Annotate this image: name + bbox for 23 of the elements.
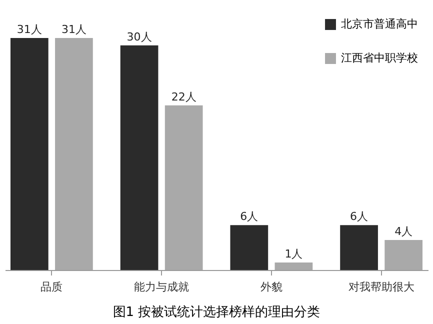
data-label: 30人 <box>126 30 152 44</box>
x-tick-label: 品质 <box>40 280 63 294</box>
data-label: 6人 <box>350 210 368 224</box>
data-label: 31人 <box>61 22 86 36</box>
data-label: 22人 <box>171 90 196 104</box>
legend-label: 江西省中职学校 <box>341 52 418 64</box>
bar <box>230 225 268 270</box>
bar <box>10 38 48 270</box>
x-tick-label: 对我帮助很大 <box>348 280 414 294</box>
bar <box>55 38 93 270</box>
data-label: 4人 <box>394 225 413 238</box>
data-label: 6人 <box>240 210 258 224</box>
text: 图1 按被试统计选择榜样的理由分类 <box>112 305 320 320</box>
bar <box>340 225 378 270</box>
data-label: 1人 <box>284 248 303 261</box>
bar <box>164 105 203 270</box>
bar <box>274 262 313 270</box>
bar <box>120 45 158 270</box>
bar <box>384 240 423 270</box>
x-tick-label: 外貌 <box>260 280 282 294</box>
legend-label: 北京市普通高中 <box>341 18 418 30</box>
x-tick-label: 能力与成就 <box>134 280 190 294</box>
data-label: 31人 <box>16 22 42 36</box>
